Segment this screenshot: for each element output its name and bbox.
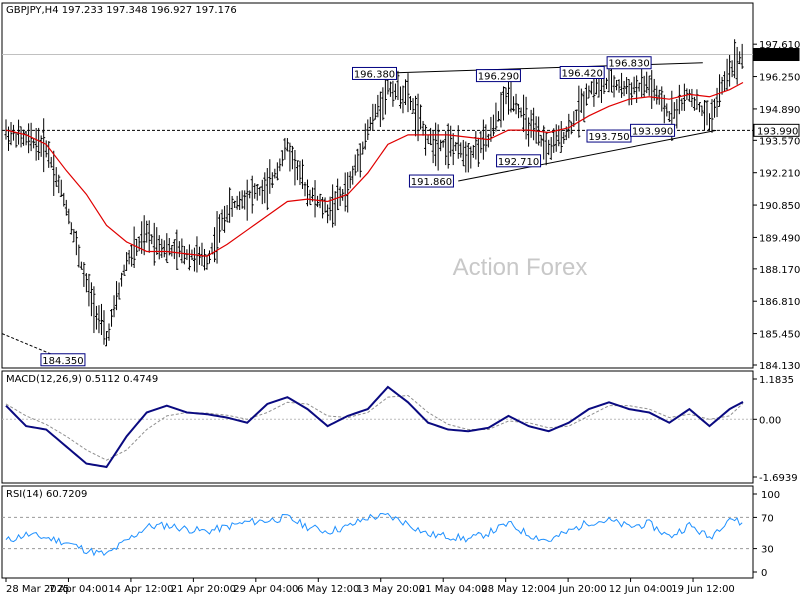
price-y-tick-label: 186.810 bbox=[759, 297, 800, 308]
x-tick-label: 4 Jun 20:00 bbox=[550, 584, 607, 595]
level-annotation-box bbox=[496, 154, 542, 168]
level-annotation-box bbox=[40, 353, 86, 367]
x-tick-label: 12 Jun 04:00 bbox=[609, 584, 673, 595]
level-annotation: 193.750 bbox=[588, 132, 629, 143]
x-tick-label: 6 May 12:00 bbox=[297, 584, 359, 595]
macd-y-tick-label: -1.6939 bbox=[759, 473, 798, 484]
price-y-tick-label: 189.490 bbox=[759, 233, 800, 244]
level-annotation-box bbox=[408, 174, 454, 188]
macd-line bbox=[5, 385, 744, 469]
rsi-y-tick-label: 100 bbox=[761, 490, 780, 501]
price-y-tick-label: 188.170 bbox=[759, 265, 800, 276]
x-tick-label: 13 May 20:00 bbox=[356, 584, 425, 595]
level-annotation: 196.380 bbox=[354, 69, 395, 80]
price-y-tick-label: 192.210 bbox=[759, 169, 800, 180]
level-annotation: 196.290 bbox=[478, 72, 519, 83]
level-annotation-box bbox=[630, 123, 676, 137]
level-annotation: 184.350 bbox=[42, 356, 83, 367]
current-price-label-box bbox=[753, 48, 800, 62]
x-tick-label: 21 Apr 20:00 bbox=[171, 584, 236, 595]
moving-average-line bbox=[5, 81, 744, 257]
watermark-text: Action Forex bbox=[453, 254, 588, 281]
support-price-label-box bbox=[753, 123, 800, 137]
current-price-label: 197.176 bbox=[757, 51, 798, 62]
level-annotation: 196.420 bbox=[562, 69, 603, 80]
x-tick-label: 28 May 12:00 bbox=[481, 584, 550, 595]
level-annotation-box bbox=[475, 69, 521, 83]
price-y-tick-label: 197.610 bbox=[759, 40, 800, 51]
support-price-label: 193.990 bbox=[757, 126, 798, 137]
x-tick-label: 21 May 04:00 bbox=[419, 584, 488, 595]
rsi-y-tick-label: 0 bbox=[761, 568, 767, 579]
rsi-y-tick-label: 30 bbox=[761, 545, 774, 556]
level-annotation: 196.830 bbox=[608, 59, 649, 70]
price-y-tick-label: 185.450 bbox=[759, 330, 800, 341]
price-y-tick-label: 184.130 bbox=[759, 361, 800, 372]
rsi-line bbox=[5, 512, 743, 557]
level-annotation: 193.990 bbox=[632, 126, 673, 137]
level-annotation: 192.710 bbox=[498, 157, 539, 168]
trendline bbox=[458, 129, 717, 182]
x-tick-label: 14 Apr 12:00 bbox=[108, 584, 173, 595]
level-annotation-box bbox=[352, 66, 397, 80]
price-y-tick-label: 194.890 bbox=[759, 105, 800, 116]
macd-y-tick-label: 1.1835 bbox=[759, 375, 794, 386]
rsi-y-tick-label: 70 bbox=[761, 513, 774, 524]
symbol-header: GBPJPY,H4 197.233 197.348 196.927 197.17… bbox=[6, 5, 237, 16]
rsi-header: RSI(14) 60.7209 bbox=[6, 489, 87, 500]
x-tick-label: 7 Apr 04:00 bbox=[49, 584, 108, 595]
macd-y-tick-label: 0.00 bbox=[759, 415, 781, 426]
price-y-tick-label: 190.850 bbox=[759, 201, 800, 212]
level-annotation-box bbox=[606, 56, 652, 70]
price-y-tick-label: 193.570 bbox=[759, 136, 800, 147]
level-annotation: 191.860 bbox=[411, 177, 452, 188]
macd-header: MACD(12,26,9) 0.5112 0.4749 bbox=[6, 374, 158, 385]
price-bars bbox=[4, 39, 744, 347]
price-y-tick-label: 196.250 bbox=[759, 73, 800, 84]
rsi-panel-frame bbox=[1, 485, 754, 579]
x-tick-label: 28 Mar 2025 bbox=[6, 584, 69, 595]
macd-panel-frame bbox=[1, 370, 754, 484]
level-annotation-box bbox=[559, 66, 605, 80]
x-tick-label: 19 Jun 12:00 bbox=[671, 584, 735, 595]
x-tick-label: 29 Apr 04:00 bbox=[233, 584, 298, 595]
